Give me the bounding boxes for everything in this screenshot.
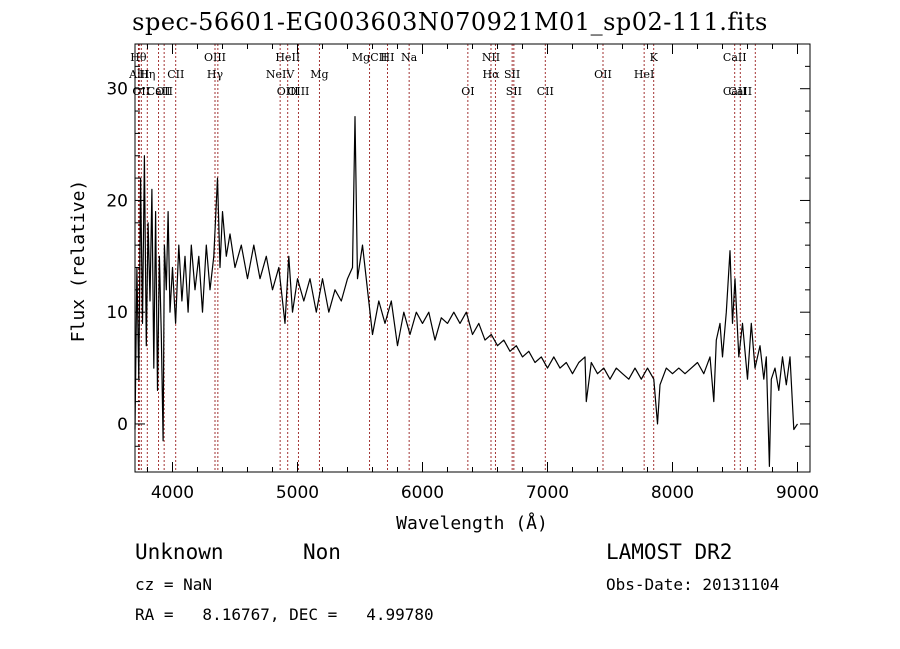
x-tick-label: 5000 (276, 483, 319, 503)
y-tick-label: 0 (117, 415, 128, 435)
line-marker-label-bottom: SII (504, 68, 520, 81)
line-marker-label-top: HeII (275, 51, 300, 64)
x-axis-label: Wavelength (Å) (396, 512, 548, 534)
y-tick-label: 30 (106, 80, 128, 100)
spectral-line-markers (137, 44, 756, 472)
x-tick-label: 8000 (651, 483, 694, 503)
line-marker-label-bottom: OIII (287, 85, 309, 98)
axes-frame (134, 43, 811, 473)
coordinates: RA = 8.16767, DEC = 4.99780 (135, 605, 434, 624)
line-marker-label-bottom: AlII (128, 68, 149, 81)
line-marker-label-bottom: Hγ (207, 68, 224, 81)
line-marker-label-bottom: SII (506, 85, 522, 98)
line-marker-label-bottom: CaII (728, 85, 752, 98)
line-marker-label-bottom: HeI (634, 68, 654, 81)
line-marker-label-top: Hθ (130, 51, 147, 64)
obs-date: Obs-Date: 20131104 (606, 575, 780, 594)
line-marker-label-bottom: OII (155, 85, 173, 98)
line-marker-label-bottom: Hη (139, 68, 155, 81)
redshift-cz: cz = NaN (135, 575, 213, 594)
line-marker-label-bottom: OIII (277, 85, 299, 98)
axis-tick-labels: 4000 5000 6000 7000 8000 9000 0 10 20 30 (106, 80, 819, 503)
spectral-class: Unknown (135, 540, 224, 564)
line-marker-label-bottom: CII (537, 85, 554, 98)
line-marker-label-bottom: OI (461, 85, 474, 98)
line-marker-label-top: OIII (204, 51, 226, 64)
y-axis-label: Flux (relative) (68, 180, 89, 343)
chart-title: spec-56601-EG003603N070921M01_sp02-111.f… (132, 8, 768, 36)
y-tick-label: 20 (106, 191, 128, 211)
spectrum-line (134, 115, 799, 467)
line-marker-label-bottom: Mg (310, 68, 328, 81)
line-marker-label-bottom: OII (594, 68, 612, 81)
x-tick-label: 9000 (776, 483, 819, 503)
survey-name: LAMOST DR2 (606, 540, 733, 564)
line-marker-label-bottom: NeIV (266, 68, 295, 81)
line-marker-label-bottom: Hα (482, 68, 500, 81)
line-marker-label-top: CaII (723, 51, 747, 64)
line-marker-label-top: Na (401, 51, 418, 64)
line-marker-label-bottom: CII (167, 68, 184, 81)
x-tick-label: 6000 (401, 483, 444, 503)
y-tick-label: 10 (106, 303, 128, 323)
line-marker-label-top: NII (482, 51, 500, 64)
x-tick-label: 7000 (526, 483, 569, 503)
line-marker-label-bottom: CaII (147, 85, 171, 98)
x-tick-label: 4000 (151, 483, 194, 503)
line-marker-label-bottom: CaII (723, 85, 747, 98)
axis-ticks (135, 44, 810, 472)
line-marker-label-top: K (650, 51, 659, 64)
line-marker-label-top: MgCII (352, 51, 387, 64)
spectral-subclass: Non (303, 540, 341, 564)
line-marker-label-top: HI (381, 51, 395, 64)
